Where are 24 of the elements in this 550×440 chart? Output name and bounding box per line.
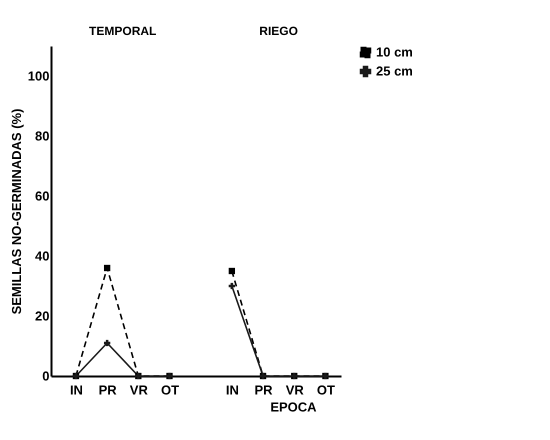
point: [104, 264, 110, 272]
x-tick-label: OT: [316, 382, 335, 398]
x-tick-label: PR: [254, 382, 274, 398]
point: [228, 268, 236, 274]
point: [228, 282, 236, 290]
legend-label: 25 cm: [376, 64, 413, 78]
y-tick-label: 40: [35, 248, 50, 264]
x-tick-label: IN: [70, 382, 83, 398]
x-tick-label: VR: [286, 382, 304, 398]
x-tick-label: IN: [226, 382, 239, 398]
y-tick-label: 20: [35, 308, 50, 324]
text: TEMPORAL: [89, 24, 156, 38]
point: [104, 340, 110, 346]
x-tick-label: VR: [130, 382, 148, 398]
y-tick-label: 100: [28, 68, 50, 84]
x-tick-label: OT: [160, 382, 180, 398]
text: RIEGO: [259, 24, 298, 38]
y-tick-label: 0: [42, 368, 50, 384]
y-tick-label: 80: [35, 128, 50, 144]
y-tick-label: 60: [35, 188, 50, 204]
y-axis-title: SEMILLAS NO-GERMINADAS (%): [8, 108, 24, 314]
x-axis-title: EPOCA: [270, 400, 318, 414]
legend-label: 10 cm: [376, 44, 413, 60]
x-tick-label: PR: [98, 382, 118, 398]
